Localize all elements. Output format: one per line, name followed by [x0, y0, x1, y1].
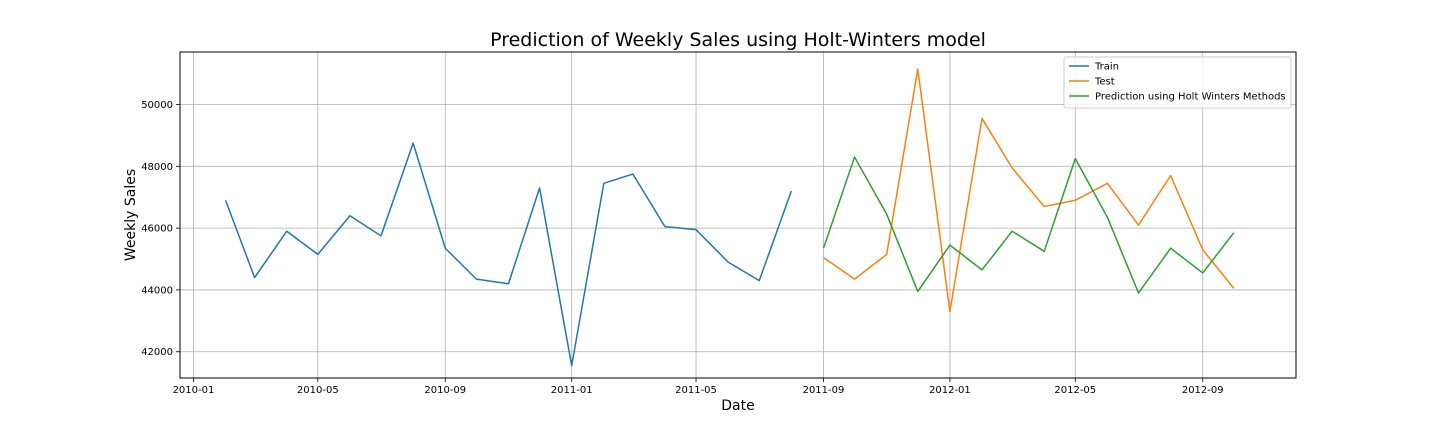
y-tick-label: 44000 — [141, 285, 173, 296]
x-tick-label: 2010-01 — [173, 385, 215, 396]
x-tick-label: 2011-05 — [675, 385, 717, 396]
y-tick-label: 50000 — [141, 100, 173, 111]
y-axis-title: Weekly Sales — [123, 169, 139, 261]
x-tick-label: 2010-05 — [297, 385, 339, 396]
plot-frame — [179, 51, 1297, 379]
tick-layer: 2010-01 2010-05 2010-09 2011-01 2011-05 2011-… — [141, 100, 1223, 396]
series-line-3 — [822, 156, 1235, 294]
legend-label: Prediction using Holt Winters Methods — [1095, 92, 1286, 103]
chart-title: Prediction of Weekly Sales using Holt-Wi… — [490, 29, 986, 51]
series-line-2 — [823, 68, 1235, 313]
series-line-1 — [224, 142, 793, 367]
legend-label: Test — [1094, 77, 1115, 88]
y-tick-label: 48000 — [141, 162, 173, 173]
x-tick-label: 2011-09 — [803, 385, 845, 396]
legend: Train Test Prediction using Holt Winters M… — [1063, 56, 1292, 109]
x-tick-label: 2012-05 — [1054, 385, 1096, 396]
series-layer — [224, 68, 1235, 367]
y-tick-label: 46000 — [141, 224, 173, 235]
x-axis-title: Date — [721, 398, 754, 414]
legend-label: Train — [1094, 62, 1119, 73]
y-tick-label: 42000 — [141, 347, 173, 358]
x-tick-label: 2012-09 — [1182, 385, 1224, 396]
x-tick-label: 2011-01 — [551, 385, 593, 396]
legend-box — [1063, 56, 1292, 109]
x-tick-label: 2012-01 — [929, 385, 971, 396]
x-tick-label: 2010-09 — [424, 385, 466, 396]
